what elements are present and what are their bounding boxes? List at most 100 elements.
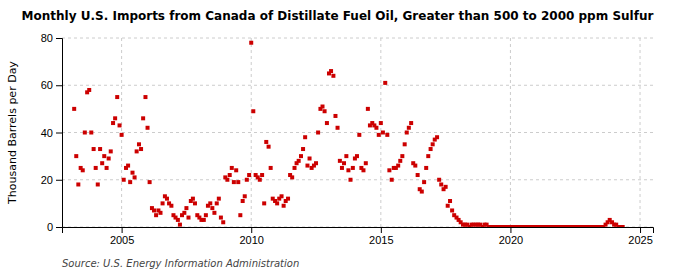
square-point	[290, 175, 294, 179]
square-point	[400, 154, 404, 158]
square-point	[225, 178, 229, 182]
square-point	[262, 201, 266, 205]
square-point	[186, 216, 190, 220]
square-point	[349, 178, 353, 182]
square-point	[245, 178, 249, 182]
square-point	[202, 218, 206, 222]
square-point	[374, 126, 378, 130]
y-axis-line	[56, 39, 63, 228]
x-tick-label: 2010	[239, 234, 263, 246]
square-point	[191, 197, 195, 201]
y-tick-label: 20	[41, 174, 53, 186]
square-point	[100, 161, 104, 165]
y-tick-label: 80	[41, 32, 53, 44]
square-point	[355, 154, 359, 158]
x-tick-label: 2020	[499, 234, 523, 246]
square-point	[275, 201, 279, 205]
square-point	[141, 116, 145, 120]
square-point	[159, 211, 163, 215]
square-point	[184, 206, 188, 210]
chart: 20052010201520202025020406080Monthly U.S…	[0, 0, 675, 275]
square-point	[146, 126, 150, 130]
grid-line	[62, 132, 653, 133]
square-point	[169, 204, 173, 208]
square-point	[366, 107, 370, 111]
y-tick: 60	[41, 79, 62, 91]
square-point	[128, 180, 132, 184]
square-point	[357, 133, 361, 137]
square-point	[76, 182, 80, 186]
square-point	[308, 156, 312, 160]
square-point	[109, 149, 113, 153]
square-point	[260, 173, 264, 177]
square-point	[234, 168, 238, 172]
square-point	[346, 168, 350, 172]
y-tick-label: 40	[41, 127, 53, 139]
square-point	[267, 145, 271, 149]
square-point	[364, 161, 368, 165]
square-point	[429, 147, 433, 151]
square-point	[344, 154, 348, 158]
x-tick: 2020	[499, 227, 523, 246]
square-point	[403, 142, 407, 146]
square-point	[135, 149, 139, 153]
square-point	[390, 178, 394, 182]
grid-line	[62, 179, 653, 180]
square-point	[102, 154, 106, 158]
square-point	[210, 206, 214, 210]
square-point	[118, 123, 122, 127]
square-point	[113, 116, 117, 120]
square-point	[439, 182, 443, 186]
square-point	[212, 211, 216, 215]
square-point	[303, 135, 307, 139]
grid-line	[251, 38, 252, 227]
square-point	[232, 180, 236, 184]
square-point	[105, 166, 109, 170]
square-point	[437, 178, 441, 182]
square-point	[94, 166, 98, 170]
square-point	[323, 109, 327, 113]
square-point	[379, 121, 383, 125]
grid-line	[62, 38, 653, 39]
square-point	[87, 88, 91, 92]
x-tick: 2005	[110, 227, 134, 246]
square-point	[251, 109, 255, 113]
square-point	[431, 142, 435, 146]
square-point	[424, 166, 428, 170]
square-point	[178, 223, 182, 227]
square-point	[241, 199, 245, 203]
square-point	[426, 154, 430, 158]
square-point	[208, 201, 212, 205]
grid-line	[640, 38, 641, 227]
y-tick: 80	[41, 32, 62, 44]
square-point	[409, 121, 413, 125]
square-point	[143, 95, 147, 99]
x-axis: 20052010201520202025	[63, 227, 654, 246]
square-point	[407, 126, 411, 130]
square-point	[215, 201, 219, 205]
square-point	[297, 159, 301, 163]
square-point	[96, 182, 100, 186]
x-tick-label: 2005	[110, 234, 134, 246]
square-point	[422, 180, 426, 184]
square-point	[377, 133, 381, 137]
square-point	[204, 213, 208, 217]
square-point	[72, 107, 76, 111]
square-point	[92, 147, 96, 151]
square-point	[161, 201, 165, 205]
square-point	[450, 208, 454, 212]
x-tick-mark	[640, 227, 641, 233]
square-point	[126, 164, 130, 168]
square-point	[165, 197, 169, 201]
square-point	[444, 185, 448, 189]
square-point	[238, 213, 242, 217]
square-point	[228, 173, 232, 177]
square-point	[115, 95, 119, 99]
square-point	[314, 161, 318, 165]
y-tick-label: 60	[41, 79, 53, 91]
y-tick-mark	[56, 85, 62, 86]
y-tick-label: 0	[47, 221, 53, 233]
square-point	[448, 199, 452, 203]
square-point	[89, 131, 93, 135]
grid-line	[510, 38, 511, 227]
